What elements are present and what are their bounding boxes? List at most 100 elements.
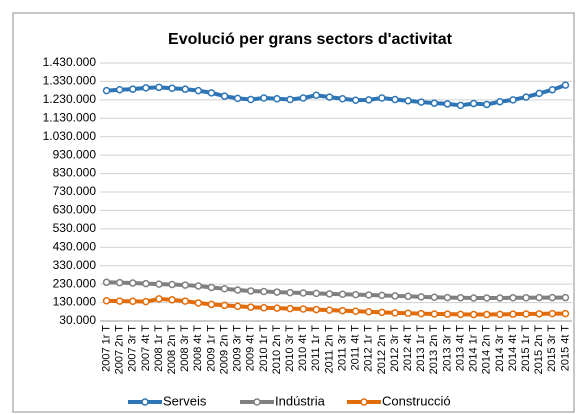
data-point <box>233 94 242 103</box>
data-point <box>469 294 478 302</box>
data-point <box>194 299 203 307</box>
data-point <box>496 310 504 319</box>
data-point <box>233 302 242 311</box>
chart-frame <box>12 12 575 413</box>
data-point <box>561 293 570 302</box>
legend-marker <box>253 398 261 406</box>
data-point <box>194 282 203 290</box>
data-point <box>247 303 255 311</box>
data-point <box>417 293 425 301</box>
data-point <box>443 100 452 108</box>
data-point <box>509 310 517 318</box>
data-point <box>456 310 465 319</box>
data-point <box>102 296 111 305</box>
y-tick-label: 1.030.000 <box>43 129 97 143</box>
x-tick-label: 2013 3r T <box>441 325 453 372</box>
data-point <box>247 95 255 104</box>
x-tick-label: 2014 2n T <box>481 325 493 375</box>
y-tick-label: 1.230.000 <box>43 92 97 106</box>
data-point <box>181 85 189 93</box>
data-point <box>155 83 163 92</box>
data-point <box>351 96 360 104</box>
x-tick-label: 2010 2n T <box>271 325 283 375</box>
data-point <box>417 98 425 106</box>
data-point <box>391 95 399 104</box>
data-point <box>207 89 216 97</box>
data-point <box>129 297 137 306</box>
data-point <box>338 95 347 103</box>
y-tick-label: 30.000 <box>59 313 96 327</box>
data-point <box>509 96 517 104</box>
data-point <box>102 278 111 287</box>
data-point <box>496 294 504 302</box>
data-point <box>365 96 373 104</box>
data-point <box>535 293 543 302</box>
data-point <box>194 86 203 95</box>
y-tick-label: 230.000 <box>53 276 97 290</box>
x-tick-label: 2015 1r T <box>520 325 532 372</box>
data-point <box>286 304 294 313</box>
data-point <box>325 306 334 314</box>
x-tick-label: 2011 4t T <box>350 325 362 371</box>
data-point <box>430 293 439 301</box>
data-point <box>115 278 124 287</box>
data-point <box>273 304 281 312</box>
y-tick-label: 930.000 <box>53 147 97 161</box>
data-point <box>548 293 557 302</box>
x-tick-label: 2010 1r T <box>258 325 270 372</box>
data-point <box>102 86 111 95</box>
y-tick-label: 330.000 <box>53 258 97 272</box>
x-tick-label: 2010 3r T <box>284 325 296 372</box>
data-point <box>351 290 360 299</box>
data-point <box>483 294 491 302</box>
data-point <box>260 303 268 312</box>
data-point <box>404 97 412 105</box>
data-point <box>456 294 465 302</box>
data-point <box>286 95 294 104</box>
data-point <box>168 84 176 92</box>
data-point <box>273 95 281 103</box>
data-point <box>155 280 163 288</box>
x-tick-label: 2015 4t T <box>559 325 571 372</box>
x-tick-label: 2007 4t T <box>140 325 152 372</box>
x-tick-label: 2014 4t T <box>507 325 519 372</box>
y-tick-label: 430.000 <box>53 239 97 253</box>
x-tick-label: 2012 3r T <box>389 325 401 372</box>
x-tick-label: 2013 1r T <box>415 325 427 372</box>
x-tick-label: 2013 4t T <box>454 325 466 372</box>
data-point <box>299 305 307 313</box>
data-point <box>365 308 373 316</box>
x-tick-label: 2007 3r T <box>127 325 139 372</box>
data-point <box>299 289 307 297</box>
x-tick-label: 2015 2n T <box>533 325 545 375</box>
data-point <box>378 94 386 102</box>
x-tick-label: 2011 3r T <box>336 325 348 371</box>
x-tick-label: 2013 2n T <box>428 325 440 375</box>
data-point <box>168 296 176 304</box>
data-point <box>469 310 478 319</box>
data-point <box>260 94 268 102</box>
data-point <box>338 290 347 299</box>
data-point <box>351 307 360 315</box>
data-point <box>115 297 124 305</box>
data-point <box>430 99 439 107</box>
data-point <box>312 289 321 298</box>
data-point <box>233 286 242 294</box>
x-tick-label: 2009 4t T <box>245 325 257 372</box>
y-tick-label: 830.000 <box>53 166 97 180</box>
data-point <box>168 280 176 289</box>
x-tick-label: 2008 2n T <box>166 325 178 375</box>
data-point <box>181 281 189 289</box>
x-tick-label: 2007 2n T <box>114 325 126 375</box>
data-point <box>365 291 373 299</box>
x-tick-label: 2010 4t T <box>297 325 309 372</box>
data-point <box>535 89 543 98</box>
data-point <box>129 279 137 287</box>
data-point <box>469 99 478 108</box>
data-point <box>548 309 557 318</box>
legend-marker <box>141 398 149 406</box>
data-point <box>561 309 570 318</box>
y-tick-label: 630.000 <box>53 203 97 217</box>
data-point <box>378 308 386 317</box>
data-point <box>207 283 216 292</box>
